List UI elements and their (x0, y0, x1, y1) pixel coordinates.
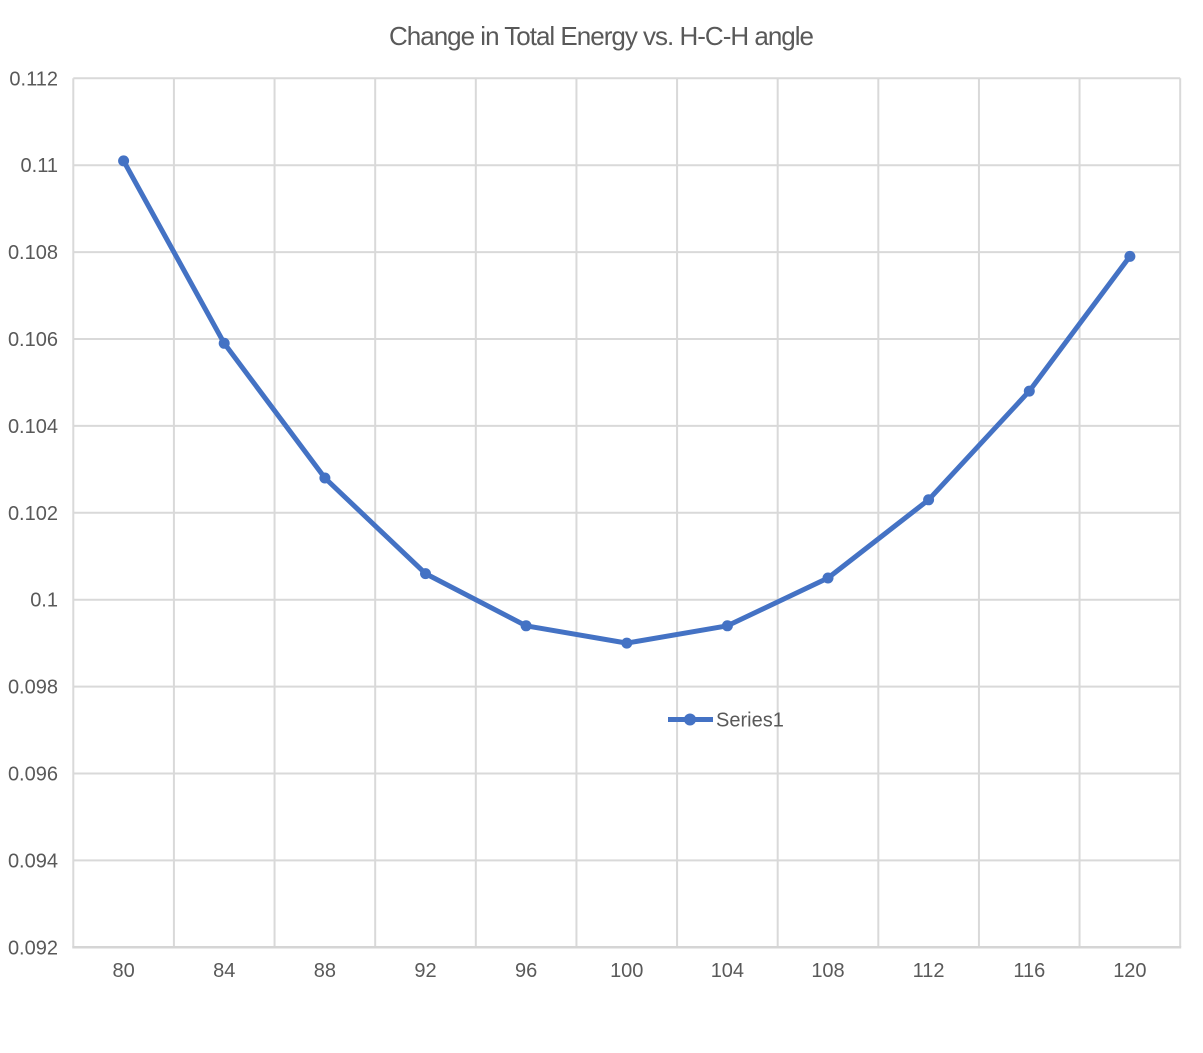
x-tick-label: 88 (314, 960, 336, 982)
y-tick-label: 0.092 (8, 937, 58, 959)
x-tick-label: 92 (414, 960, 436, 982)
y-tick-label: 0.094 (8, 850, 58, 872)
x-tick-label: 120 (1113, 960, 1146, 982)
y-tick-label: 0.112 (9, 68, 58, 90)
data-point-marker (923, 494, 935, 506)
data-point-marker (520, 620, 532, 632)
legend-marker-icon (684, 713, 696, 726)
y-tick-label: 0.104 (8, 416, 58, 438)
x-tick-label: 84 (213, 960, 235, 982)
x-tick-label: 116 (1013, 960, 1045, 982)
data-point-marker (621, 637, 633, 649)
data-point-marker (1124, 250, 1136, 262)
y-tick-label: 0.1 (30, 590, 58, 612)
data-point-marker (420, 568, 431, 580)
y-tick-label: 0.098 (8, 677, 58, 699)
legend: Series1 (668, 710, 784, 732)
x-tick-label: 100 (610, 960, 643, 982)
legend-series-label: Series1 (716, 710, 784, 732)
gridlines (72, 77, 1182, 948)
y-tick-label: 0.11 (21, 155, 58, 177)
x-tick-label: 108 (811, 960, 844, 982)
data-point-marker (1023, 385, 1035, 397)
y-tick-label: 0.106 (8, 329, 58, 351)
x-tick-label: 96 (515, 960, 537, 982)
x-tick-label: 112 (913, 960, 945, 982)
data-point-marker (218, 337, 230, 349)
y-axis-tick-labels: 0.112 0.11 0.108 0.106 0.104 0.102 0.1 0.098 0.0… (8, 68, 58, 959)
data-point-marker (118, 155, 130, 167)
x-tick-label: 104 (711, 960, 744, 982)
data-series (118, 155, 1136, 649)
x-axis-tick-labels: 80 84 88 92 96 100 104 108 112 116 120 (112, 960, 1146, 982)
data-point-marker (721, 620, 733, 632)
y-tick-label: 0.108 (8, 242, 58, 264)
data-point-marker (822, 572, 834, 584)
data-point-marker (319, 472, 331, 484)
chart-title: Change in Total Energy vs. H-C-H angle (389, 21, 814, 51)
y-tick-label: 0.102 (8, 503, 58, 525)
x-tick-label: 80 (112, 960, 134, 982)
y-tick-label: 0.096 (8, 764, 58, 786)
